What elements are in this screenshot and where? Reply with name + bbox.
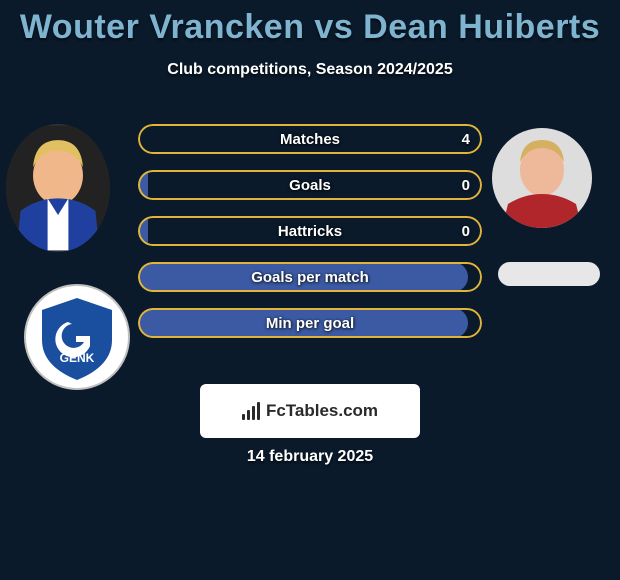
- stat-bar-row: Matches4: [138, 124, 482, 154]
- stat-bar-row: Min per goal: [138, 308, 482, 338]
- club-shield-svg: GENK: [24, 284, 130, 390]
- bar-chart-icon: [242, 402, 260, 420]
- footer-logo: FcTables.com: [200, 384, 420, 438]
- player-right-avatar: [492, 128, 592, 228]
- stat-bar-track: [138, 308, 482, 338]
- footer-logo-text: FcTables.com: [266, 401, 378, 421]
- stat-bar-row: Goals per match: [138, 262, 482, 292]
- avatar-left-svg: [6, 124, 110, 252]
- page-title: Wouter Vrancken vs Dean Huiberts: [0, 0, 620, 47]
- stat-bars: Matches4 Goals0 Hattricks0 Goals per match M…: [138, 124, 482, 354]
- stat-bar-track: [138, 170, 482, 200]
- player-left-avatar: [6, 124, 110, 252]
- stat-bar-row: Hattricks0: [138, 216, 482, 246]
- subtitle: Club competitions, Season 2024/2025: [0, 61, 620, 79]
- player-right-club-placeholder: [498, 262, 600, 286]
- avatar-right-svg: [492, 128, 592, 228]
- stat-bar-track: [138, 124, 482, 154]
- stat-bar-track: [138, 216, 482, 246]
- svg-text:GENK: GENK: [60, 351, 95, 365]
- stat-bar-track: [138, 262, 482, 292]
- player-left-club-badge: GENK: [24, 284, 130, 390]
- stat-bar-row: Goals0: [138, 170, 482, 200]
- footer-date: 14 february 2025: [0, 448, 620, 466]
